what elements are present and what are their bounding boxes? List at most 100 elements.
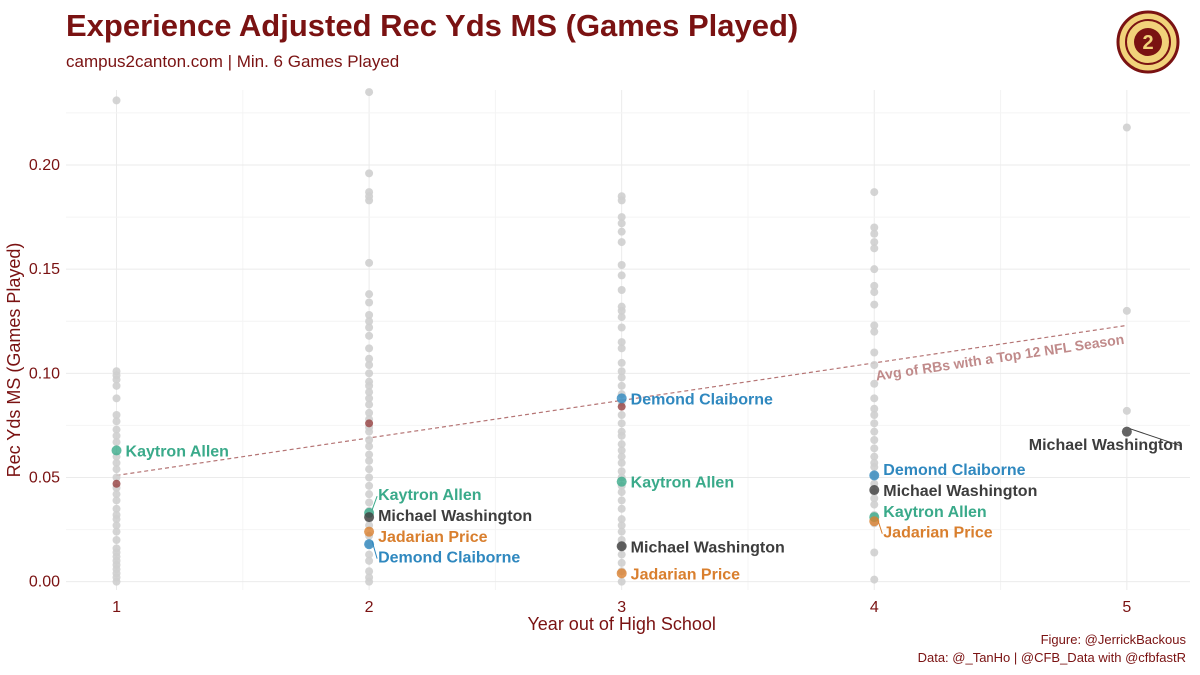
background-point — [365, 88, 374, 97]
background-point — [617, 286, 626, 294]
background-point — [112, 411, 121, 419]
player-point — [869, 485, 880, 495]
background-point — [365, 381, 374, 390]
player-label: Kaytron Allen — [631, 475, 734, 492]
background-point — [617, 196, 626, 205]
background-point — [617, 452, 626, 461]
label-leader-line — [371, 495, 378, 511]
background-point — [365, 311, 374, 319]
background-point — [870, 288, 879, 297]
caption-figure-credit: Figure: @JerrickBackous — [1040, 632, 1186, 647]
background-point — [617, 431, 626, 440]
background-point — [617, 338, 626, 347]
background-point — [617, 313, 626, 322]
player-point — [616, 393, 627, 404]
background-point — [112, 394, 121, 403]
background-point — [617, 440, 626, 449]
background-point — [617, 213, 626, 222]
background-point — [617, 504, 626, 513]
background-point — [365, 361, 374, 369]
background-point — [617, 558, 626, 567]
background-point — [112, 465, 121, 474]
background-point — [365, 388, 374, 397]
y-tick-label: 0.15 — [29, 261, 60, 278]
background-point — [870, 281, 879, 290]
background-point — [617, 550, 626, 559]
background-point — [112, 536, 121, 544]
player-label: Michael Washington — [1029, 437, 1183, 454]
background-point — [870, 188, 879, 197]
background-point — [112, 521, 121, 530]
background-point — [617, 306, 626, 315]
player-label: Kaytron Allen — [883, 504, 986, 521]
background-point — [1122, 306, 1131, 315]
y-tick-label: 0.05 — [29, 470, 60, 487]
background-point — [617, 496, 626, 505]
label-leader-line — [1129, 428, 1183, 447]
x-tick-label: 1 — [112, 599, 121, 616]
y-axis-ticks: 0.00 0.05 0.10 0.15 0.20 — [29, 157, 60, 591]
background-point — [617, 323, 626, 332]
background-point — [617, 344, 626, 353]
player-label: Michael Washington — [378, 508, 532, 525]
background-point — [870, 444, 879, 453]
chart-title: Experience Adjusted Rec Yds MS (Games Pl… — [66, 8, 799, 43]
player-point — [111, 445, 122, 456]
background-point — [617, 219, 626, 228]
background-point — [112, 381, 121, 390]
background-point — [617, 381, 626, 390]
background-point — [870, 452, 879, 461]
background-point — [112, 504, 121, 513]
background-point — [365, 394, 374, 403]
player-label: Michael Washington — [631, 539, 785, 556]
background-point — [870, 265, 879, 274]
background-point — [617, 373, 626, 382]
campus2canton-logo: 2 — [1116, 10, 1180, 74]
background-point — [365, 456, 374, 465]
background-point — [365, 490, 374, 499]
x-tick-label: 3 — [617, 599, 626, 616]
background-point — [870, 394, 879, 403]
background-point — [870, 229, 879, 238]
player-labels: Kaytron Allen Kaytron Allen Kaytron Allen K… — [126, 391, 1183, 583]
average-point — [112, 479, 121, 488]
y-tick-label: 0.10 — [29, 365, 60, 382]
caption-data-credit: Data: @_TanHo | @CFB_Data with @cfbfastR — [917, 650, 1186, 665]
player-point — [364, 512, 375, 523]
background-point — [617, 521, 626, 530]
background-point — [365, 442, 374, 451]
background-point — [365, 400, 374, 409]
background-point — [365, 498, 374, 507]
x-tick-label: 5 — [1122, 599, 1131, 616]
player-point — [364, 539, 375, 550]
background-point — [112, 515, 121, 524]
player-label: Jadarian Price — [883, 525, 993, 542]
background-point — [365, 427, 374, 436]
label-leader-line — [876, 518, 883, 534]
background-point — [870, 500, 879, 509]
player-label: Jadarian Price — [631, 566, 741, 583]
background-point — [365, 258, 374, 267]
background-point — [365, 577, 374, 586]
background-point — [617, 488, 626, 497]
background-point — [870, 419, 879, 428]
background-point — [365, 481, 374, 490]
trend-line-label: Avg of RBs with a Top 12 NFL Season — [875, 331, 1126, 384]
background-point — [617, 527, 626, 536]
background-point — [365, 436, 374, 444]
background-point — [870, 244, 879, 253]
background-point — [617, 577, 626, 586]
background-point — [870, 436, 879, 444]
background-point — [870, 427, 879, 436]
background-point — [870, 361, 879, 369]
background-point — [617, 515, 626, 524]
background-point — [112, 425, 121, 434]
background-point — [617, 467, 626, 476]
x-tick-label: 2 — [365, 599, 374, 616]
background-point — [112, 96, 121, 105]
player-point — [869, 470, 880, 481]
player-point — [616, 541, 627, 552]
logo-number: 2 — [1142, 32, 1153, 54]
background-point — [112, 438, 121, 447]
